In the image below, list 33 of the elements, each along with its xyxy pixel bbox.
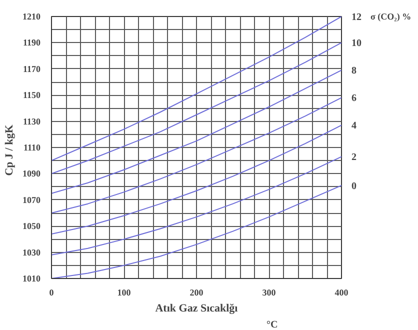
y-tick-label: 1190 xyxy=(22,38,41,48)
series-label: 6 xyxy=(352,93,356,104)
line-series xyxy=(52,124,342,234)
series-label: 4 xyxy=(352,120,356,132)
y-tick-label: 1170 xyxy=(22,64,41,74)
y-tick-label: 1150 xyxy=(22,90,41,100)
x-tick-label: 100 xyxy=(117,288,132,298)
line-series xyxy=(52,156,342,256)
series-label: 12 xyxy=(352,12,362,23)
line-series xyxy=(52,70,342,194)
x-tick-label: 300 xyxy=(262,288,276,298)
y-tick-label: 1090 xyxy=(22,168,41,179)
y-tick-label: 1130 xyxy=(22,116,41,126)
y-tick-label: 1050 xyxy=(22,221,41,232)
y-tick-label: 1030 xyxy=(22,247,41,258)
y-tick-label: 1210 xyxy=(22,12,41,22)
y-tick-label: 1070 xyxy=(22,194,41,205)
series-label: 8 xyxy=(352,66,356,77)
series-label: 10 xyxy=(352,38,362,50)
series-label: 2 xyxy=(352,152,356,164)
y-tick-label: 1110 xyxy=(23,142,41,152)
y-axis-title: Cp J / kgK xyxy=(4,124,16,176)
line-series xyxy=(52,42,342,174)
line-series xyxy=(52,97,342,214)
y-tick-label: 1010 xyxy=(22,274,41,284)
line-series xyxy=(52,16,342,162)
text: σ (CO₂) % xyxy=(370,12,412,22)
x-tick-label: 0 xyxy=(49,288,54,298)
series-label: 0 xyxy=(352,180,356,192)
text: °C xyxy=(266,320,278,330)
x-tick-label: 400 xyxy=(334,288,349,298)
x-axis-title: Atık Gaz Sıcaklğı xyxy=(155,302,238,314)
x-tick-label: 200 xyxy=(190,288,204,298)
